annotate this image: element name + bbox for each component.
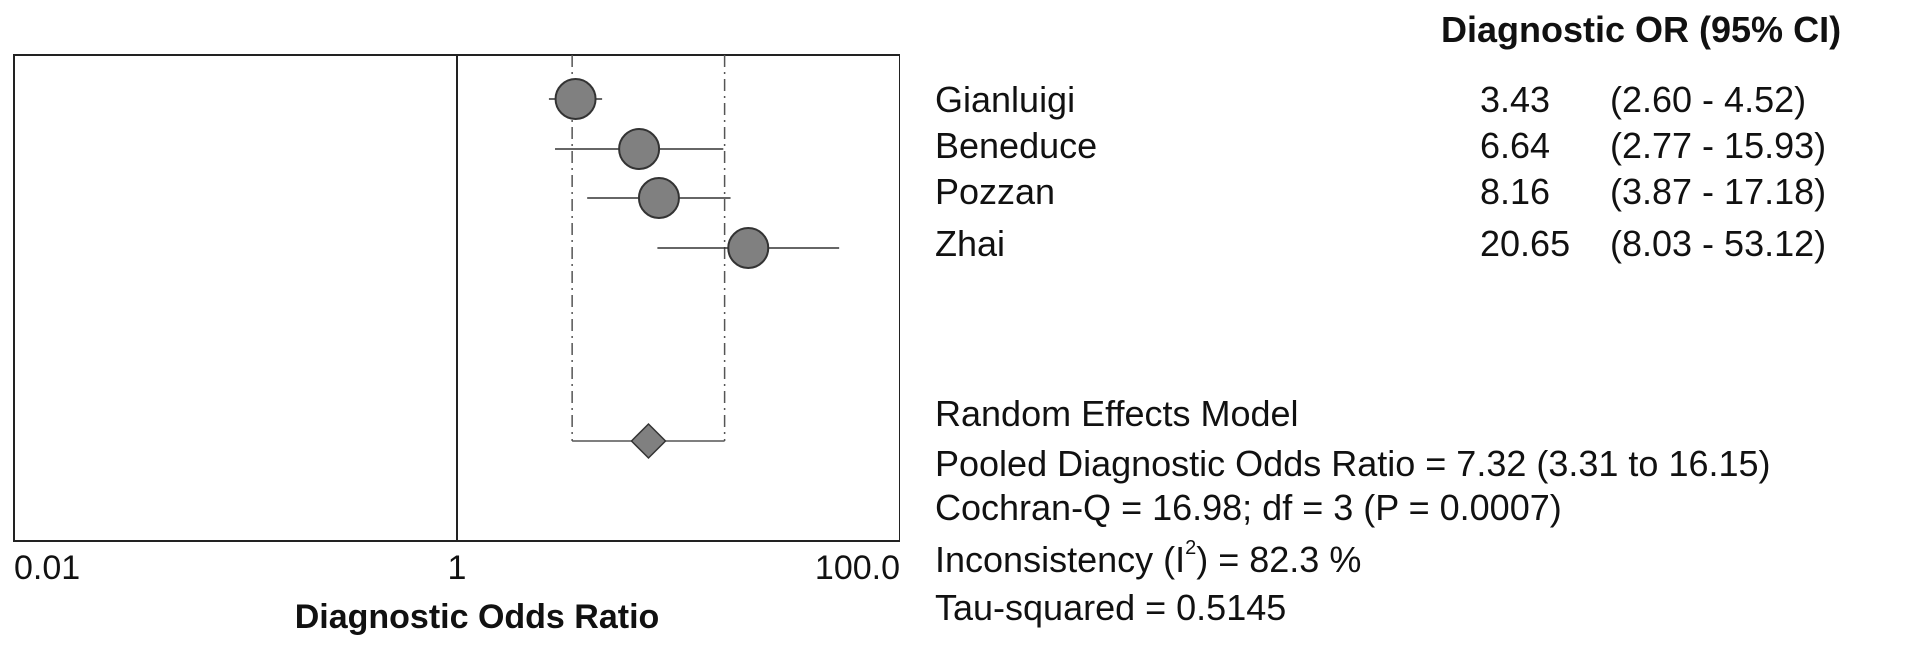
- study-name-3: Zhai: [935, 223, 1006, 264]
- study-or-3: 20.65: [1480, 223, 1571, 264]
- model-label: Random Effects Model: [935, 393, 1299, 434]
- study-marker-2: [637, 177, 680, 219]
- study-name-1: Beneduce: [935, 125, 1098, 166]
- study-ci-0: (2.60 - 4.52): [1610, 79, 1807, 120]
- x-axis-label: Diagnostic Odds Ratio: [295, 598, 660, 636]
- study-marker-0: [554, 78, 597, 120]
- i2-superscript: 2: [1185, 537, 1197, 559]
- study-name-0: Gianluigi: [935, 79, 1076, 120]
- x-tick-label-1: 1: [448, 549, 467, 587]
- study-name-2: Pozzan: [935, 171, 1056, 212]
- x-tick-label-0: 0.01: [14, 549, 80, 587]
- study-ci-3: (8.03 - 53.12): [1610, 223, 1827, 264]
- study-ci-2: (3.87 - 17.18): [1610, 171, 1827, 212]
- study-or-2: 8.16: [1480, 171, 1551, 212]
- x-tick-label-2: 100.0: [815, 549, 900, 587]
- inconsistency-text: Inconsistency (I2) = 82.3 %: [935, 537, 1362, 580]
- study-ci-1: (2.77 - 15.93): [1610, 125, 1827, 166]
- pooled-diamond: [630, 422, 667, 460]
- study-marker-1: [618, 128, 661, 170]
- study-or-0: 3.43: [1480, 79, 1551, 120]
- forest-plot: 0.01 1 100.0 Diagnostic Odds Ratio: [13, 54, 900, 636]
- or-column-header: Diagnostic OR (95% CI): [1441, 9, 1842, 50]
- cochran-q-text: Cochran-Q = 16.98; df = 3 (P = 0.0007): [935, 487, 1562, 528]
- tau-squared-text: Tau-squared = 0.5145: [935, 587, 1287, 628]
- pooled-or-text: Pooled Diagnostic Odds Ratio = 7.32 (3.3…: [935, 443, 1771, 484]
- study-marker-3: [727, 227, 770, 269]
- study-or-1: 6.64: [1480, 125, 1551, 166]
